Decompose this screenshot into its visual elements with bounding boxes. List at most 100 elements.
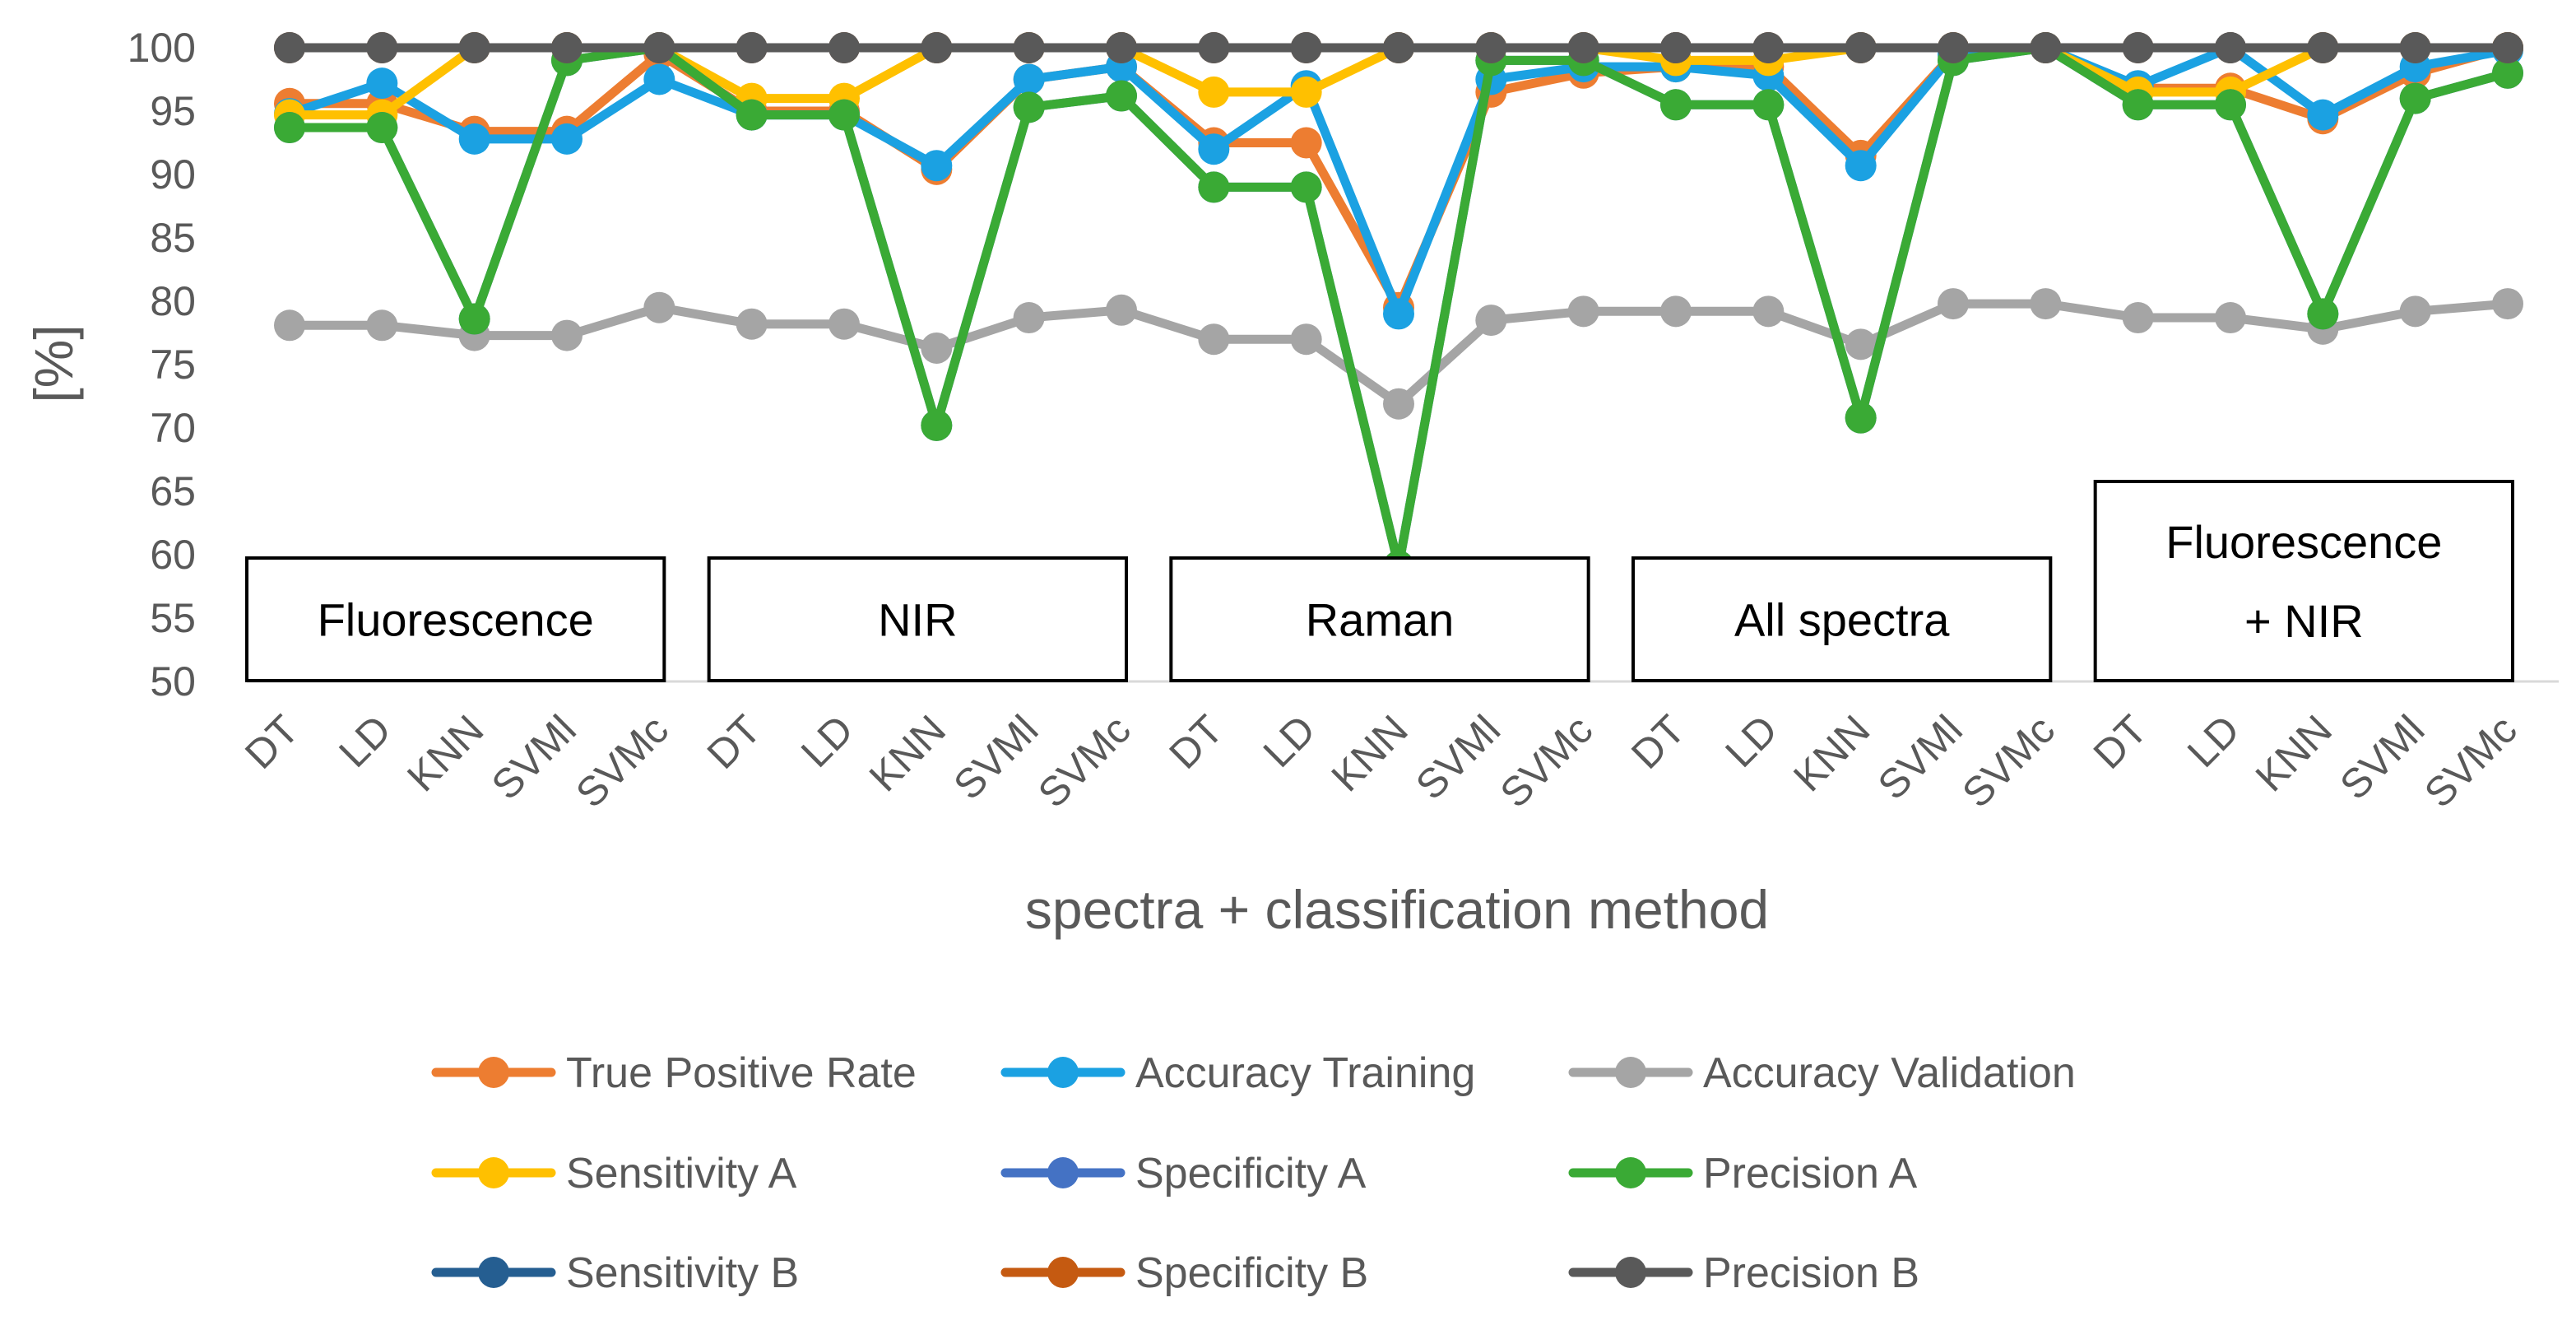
data-point (551, 319, 583, 351)
data-point (551, 32, 583, 63)
data-point (643, 291, 675, 323)
data-point (1013, 91, 1045, 123)
data-point (1938, 288, 1969, 320)
data-point (1845, 32, 1877, 63)
group-label: Raman (1306, 594, 1455, 646)
data-point (1752, 89, 1785, 121)
x-tick-label: LD (2179, 706, 2249, 776)
data-point (643, 32, 675, 63)
data-point (1660, 32, 1692, 63)
legend-label: Precision A (1703, 1150, 1917, 1197)
group-box-nir: NIR (707, 556, 1129, 682)
data-point (1198, 32, 1230, 63)
data-point (551, 123, 583, 155)
x-tick-label: KNN (2247, 706, 2341, 800)
x-tick-label: LD (792, 706, 862, 776)
group-box-all-spectra: All spectra (1631, 556, 2053, 682)
data-point (1290, 32, 1322, 63)
data-point (2307, 32, 2339, 63)
group-box-fluorescence: Fluorescence + NIR (2093, 480, 2515, 682)
data-point (1845, 402, 1877, 434)
data-point (1290, 127, 1322, 159)
data-point (2122, 302, 2154, 334)
group-label: NIR (878, 594, 957, 646)
group-labels: Fluorescence NIR Raman All spectra Fluoresce… (245, 480, 2515, 682)
data-point (1938, 32, 1969, 63)
data-point (2399, 295, 2431, 328)
series-accuracy-validation (274, 288, 2523, 420)
x-tick-label: SVMl (1869, 706, 1971, 808)
data-point (2030, 32, 2062, 63)
data-point (1106, 294, 1137, 326)
group-label: Fluorescence (2165, 516, 2442, 568)
data-point (1475, 305, 1507, 337)
legend-label: Sensitivity A (566, 1150, 797, 1197)
x-tick-label: SVMc (1029, 706, 1139, 816)
legend-item-accuracy-training: Accuracy Training (1000, 1049, 1475, 1097)
y-tick-label: 75 (150, 342, 196, 388)
x-tick-label: DT (2085, 706, 2156, 778)
y-tick-label: 100 (128, 25, 196, 71)
legend-swatch-marker (1047, 1057, 1079, 1088)
x-tick-label: SVMl (1407, 706, 1509, 808)
data-point (828, 32, 860, 63)
group-box-frame (1631, 556, 2053, 682)
data-point (1567, 295, 1599, 328)
data-point (921, 150, 953, 182)
data-point (1660, 295, 1692, 328)
data-point (1383, 32, 1414, 63)
legend-item-sensitivity-b: Sensitivity B (431, 1249, 799, 1297)
data-point (1475, 32, 1507, 63)
data-point (2215, 32, 2246, 63)
data-point (458, 32, 490, 63)
series-accuracy-training (274, 32, 2523, 330)
y-tick-label: 65 (150, 468, 196, 514)
data-point (1198, 76, 1230, 108)
y-tick-label: 95 (150, 88, 196, 134)
legend-swatch-marker (1047, 1257, 1079, 1288)
data-point (1845, 328, 1877, 360)
x-tick-label: KNN (1323, 706, 1417, 800)
data-point (1198, 171, 1230, 203)
legend-item-precision-b: Precision B (1568, 1249, 1919, 1297)
y-tick-label: 85 (150, 215, 196, 261)
data-point (2215, 89, 2246, 121)
x-tick-label: KNN (1785, 706, 1878, 800)
data-point (458, 123, 490, 155)
x-tick-label: SVMl (945, 706, 1047, 808)
group-box-frame (1169, 556, 1590, 682)
data-point (274, 32, 305, 63)
data-point (2492, 57, 2523, 89)
data-point (2492, 32, 2523, 63)
data-point (1013, 63, 1045, 95)
x-tick-label: SVMc (2416, 706, 2526, 816)
series-true-positive-rate (274, 32, 2523, 323)
y-tick-label: 80 (150, 278, 196, 324)
x-tick-label: KNN (861, 706, 954, 800)
y-tick-label: 55 (150, 595, 196, 641)
data-point (1290, 323, 1322, 356)
data-point (1290, 76, 1322, 108)
group-label: All spectra (1734, 594, 1950, 646)
data-point (1383, 388, 1414, 420)
legend-item-specificity-a: Specificity A (1000, 1150, 1367, 1197)
data-point (274, 309, 305, 342)
data-point (366, 32, 398, 63)
x-tick-label: SVMc (1953, 706, 2063, 816)
data-point (828, 99, 860, 131)
y-axis-title: [%] (23, 324, 84, 402)
legend-item-accuracy-validation: Accuracy Validation (1568, 1049, 2076, 1097)
group-box-frame (707, 556, 1129, 682)
legend-label: Specificity A (1135, 1150, 1367, 1197)
data-point (921, 332, 953, 364)
legend-label: Sensitivity B (566, 1249, 799, 1297)
data-point (458, 303, 490, 335)
data-point (2122, 89, 2154, 121)
data-point (366, 67, 398, 100)
y-tick-label: 70 (150, 405, 196, 451)
legend-label: Accuracy Validation (1703, 1049, 2076, 1097)
group-box-frame (2093, 480, 2515, 682)
legend-item-true-positive-rate: True Positive Rate (431, 1049, 917, 1097)
